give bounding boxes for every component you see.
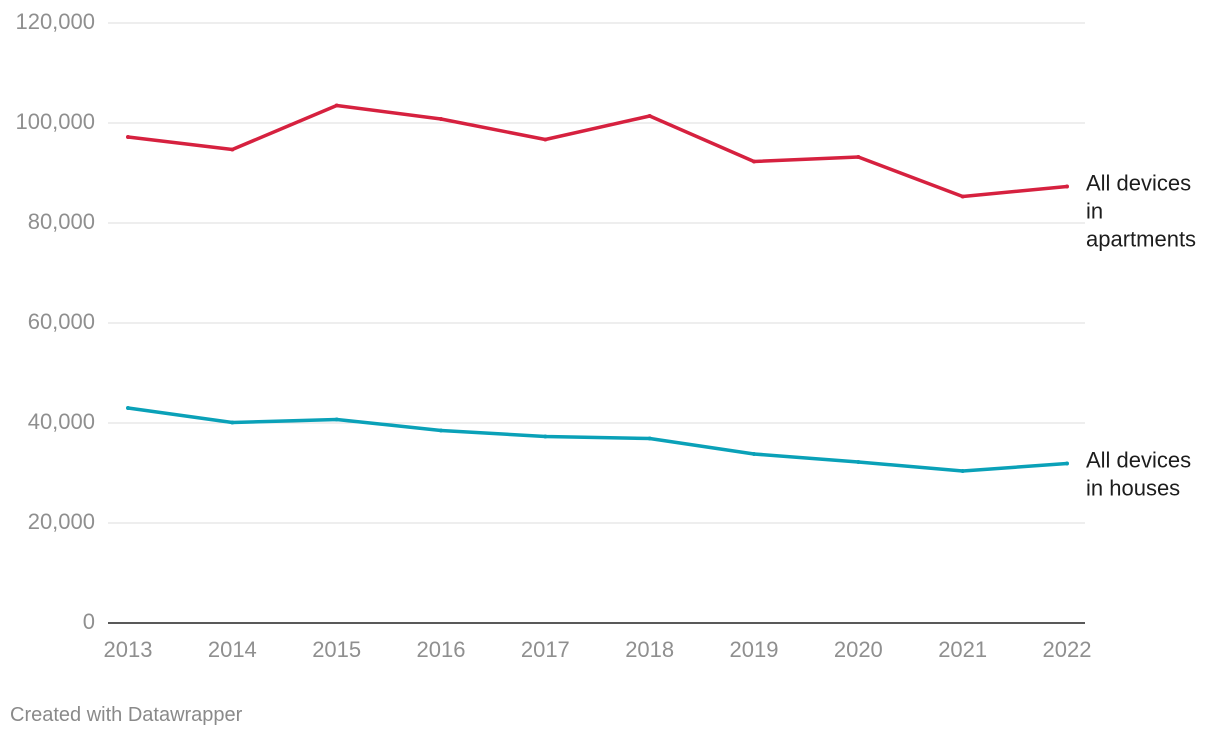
y-axis-ticks: 0 20,000 40,000 60,000 80,000 100,000 120,000	[15, 9, 95, 634]
x-tick-label: 2021	[938, 637, 987, 662]
data-point	[334, 103, 339, 108]
series-label: All devices	[1086, 447, 1191, 472]
x-tick-label: 2013	[104, 637, 153, 662]
series-line	[126, 103, 1069, 199]
x-tick-label: 2015	[312, 637, 361, 662]
data-point	[752, 452, 756, 456]
x-tick-label: 2017	[521, 637, 570, 662]
x-tick-label: 2016	[417, 637, 466, 662]
gridlines	[108, 22, 1085, 624]
data-point	[752, 159, 756, 164]
data-point	[960, 469, 965, 473]
y-tick-label: 40,000	[28, 409, 95, 434]
data-point	[1065, 184, 1069, 189]
x-tick-label: 2018	[625, 637, 674, 662]
data-point	[334, 417, 339, 422]
y-tick-label: 100,000	[15, 109, 95, 134]
x-tick-label: 2014	[208, 637, 257, 662]
data-point	[230, 420, 235, 425]
y-tick-label: 20,000	[28, 509, 95, 534]
series-label: All devices	[1086, 170, 1191, 195]
y-tick-label: 120,000	[15, 9, 95, 34]
data-point	[439, 428, 443, 433]
data-point	[856, 460, 861, 464]
data-point	[1065, 461, 1069, 466]
series-label: in	[1086, 198, 1103, 223]
y-tick-label: 0	[83, 609, 95, 634]
series-line	[126, 406, 1069, 473]
data-point	[126, 135, 130, 139]
x-tick-label: 2020	[834, 637, 883, 662]
series-labels: All devices in apartments All devices in hou…	[1086, 170, 1196, 500]
x-tick-label: 2019	[730, 637, 779, 662]
x-tick-label: 2022	[1043, 637, 1092, 662]
y-tick-label: 80,000	[28, 209, 95, 234]
series-lines	[126, 103, 1069, 473]
data-point	[543, 137, 548, 142]
data-point	[647, 436, 652, 441]
y-tick-label: 60,000	[28, 309, 95, 334]
credit-text: Created with Datawrapper	[10, 704, 243, 726]
data-point	[960, 194, 965, 199]
series-label: in houses	[1086, 475, 1180, 500]
series-label: apartments	[1086, 226, 1196, 251]
data-point	[647, 114, 652, 118]
data-point	[230, 147, 235, 152]
data-point	[439, 117, 443, 121]
data-point	[543, 434, 548, 439]
data-point	[126, 406, 130, 410]
x-axis-ticks: 2013 2014 2015 2016 2017 2018 2019 2020 2021 2022	[104, 637, 1092, 662]
data-point	[856, 155, 861, 159]
